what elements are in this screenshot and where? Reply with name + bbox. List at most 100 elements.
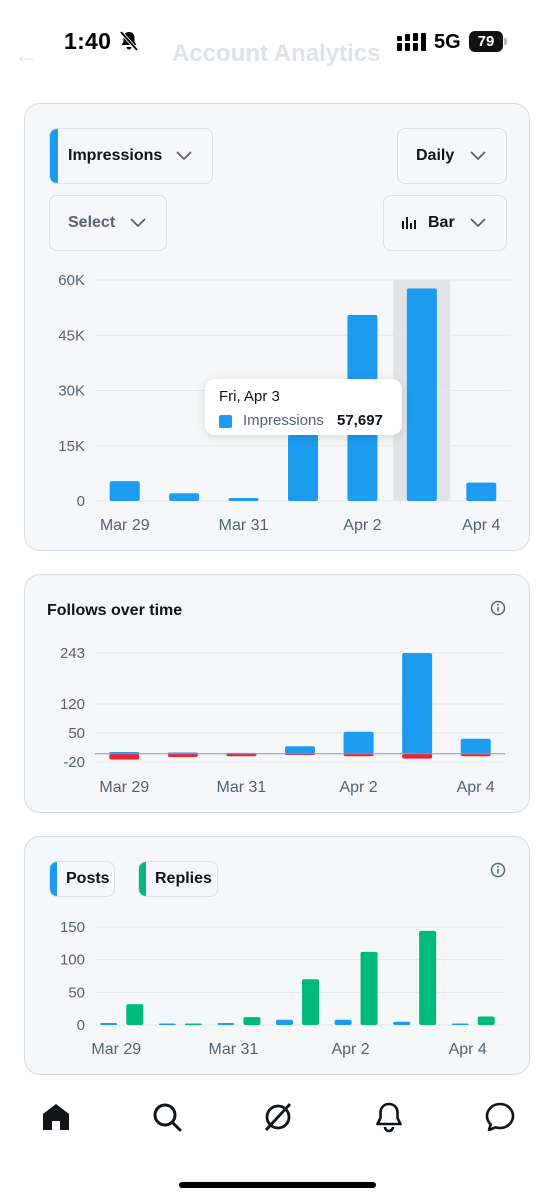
replies-bar [243, 1017, 261, 1025]
x-tick-label: Mar 29 [100, 517, 150, 534]
legend-swatch [50, 862, 57, 896]
info-icon[interactable] [490, 600, 506, 616]
posts-bar [393, 1021, 411, 1025]
period-dropdown-label: Daily [416, 147, 455, 164]
y-tick-label: -20 [63, 754, 85, 771]
posts-chart: 150 100 50 0 Mar 29 Mar 31 Apr 2 Apr 4 [60, 919, 505, 1058]
posts-bar [217, 1023, 235, 1025]
tooltip-swatch [219, 415, 232, 428]
battery-indicator: 79 [469, 31, 507, 52]
home-icon[interactable] [40, 1101, 72, 1133]
legend-posts[interactable]: Posts [49, 861, 115, 897]
bell-icon[interactable] [373, 1101, 405, 1133]
unfollows-bar [343, 753, 374, 757]
y-tick-label: 0 [77, 493, 85, 510]
y-tick-label: 50 [68, 725, 85, 742]
posts-card: Posts Replies 150 100 50 0 Mar 29 Mar 31 Apr 2… [24, 836, 530, 1075]
posts-bar [100, 1023, 118, 1025]
follows-card: Follows over time 243 120 50 -20 Mar 29 Mar 3… [24, 574, 530, 813]
y-tick-label: 45K [58, 327, 85, 344]
x-tick-label: Mar 31 [219, 517, 269, 534]
x-tick-label: Apr 4 [462, 517, 500, 534]
y-tick-label: 0 [77, 1017, 85, 1034]
legend-posts-label: Posts [66, 870, 110, 887]
y-tick-label: 15K [58, 438, 85, 455]
replies-bar [126, 1004, 144, 1025]
impressions-bar [406, 288, 437, 501]
status-bar: ← Account Analytics 1:40 5G 79 [0, 0, 554, 90]
follows-bar [285, 746, 315, 754]
battery-tip [504, 38, 507, 45]
signal-icon [397, 33, 426, 51]
tooltip-label: Impressions [243, 412, 324, 429]
x-tick-label: Mar 31 [217, 779, 267, 796]
follows-bar [343, 731, 374, 754]
posts-bar [158, 1023, 176, 1025]
legend-replies-label: Replies [155, 870, 212, 887]
bell-off-icon [119, 30, 139, 52]
impressions-bar [288, 434, 318, 501]
x-tick-label: Apr 2 [339, 779, 377, 796]
replies-bar [419, 930, 437, 1025]
impressions-bar [228, 498, 259, 501]
legend-swatch [139, 862, 146, 896]
bar-chart-icon [402, 217, 416, 229]
tooltip-value: 57,697 [337, 412, 383, 429]
unfollows-bar [167, 753, 198, 758]
compare-dropdown-label: Select [68, 214, 116, 231]
grok-icon[interactable] [262, 1101, 294, 1133]
x-tick-label: Apr 4 [449, 1041, 487, 1058]
home-indicator [179, 1182, 376, 1188]
metric-dropdown[interactable]: Impressions [49, 128, 213, 184]
y-tick-label: 120 [60, 696, 85, 713]
metric-accent [50, 129, 58, 183]
chart-type-dropdown[interactable]: Bar [383, 195, 507, 251]
impressions-card: Impressions Daily Select Bar 60K 45K 30K 15… [24, 103, 530, 551]
follows-title: Follows over time [47, 602, 183, 619]
battery-level: 79 [469, 31, 503, 52]
compare-dropdown[interactable]: Select [49, 195, 167, 251]
unfollows-bar [460, 753, 491, 757]
follows-bar [460, 738, 491, 754]
y-tick-label: 243 [60, 645, 85, 662]
posts-bar [451, 1023, 469, 1025]
posts-bar [334, 1019, 352, 1025]
posts-bar [276, 1019, 293, 1025]
legend-replies[interactable]: Replies [138, 861, 218, 897]
impressions-bar [169, 493, 200, 501]
y-tick-label: 50 [68, 984, 85, 1001]
messages-icon[interactable] [484, 1101, 516, 1133]
impressions-chart: 60K 45K 30K 15K 0 Mar 29 Mar 31 Apr 2 Apr 4 [58, 272, 511, 534]
y-tick-label: 60K [58, 272, 85, 289]
y-tick-label: 30K [58, 383, 85, 400]
chevron-down-icon [176, 151, 192, 161]
impressions-bar [466, 482, 497, 501]
x-tick-label: Mar 29 [91, 1041, 141, 1058]
x-tick-label: Mar 29 [99, 779, 149, 796]
x-tick-label: Mar 31 [209, 1041, 259, 1058]
unfollows-bar [109, 753, 140, 760]
follows-chart: 243 120 50 -20 Mar 29 Mar 31 Apr 2 Apr 4 [60, 645, 505, 796]
replies-bar [302, 979, 319, 1025]
period-dropdown[interactable]: Daily [397, 128, 507, 184]
x-tick-label: Apr 2 [331, 1041, 369, 1058]
x-tick-label: Apr 2 [343, 517, 381, 534]
info-icon[interactable] [490, 862, 506, 878]
impressions-bar [109, 481, 140, 501]
chevron-down-icon [470, 151, 486, 161]
chevron-down-icon [130, 218, 146, 228]
chevron-down-icon [470, 218, 486, 228]
search-icon[interactable] [151, 1101, 183, 1133]
unfollows-bar [226, 753, 257, 757]
y-tick-label: 150 [60, 919, 85, 936]
tooltip-date: Fri, Apr 3 [219, 388, 280, 405]
y-tick-label: 100 [60, 952, 85, 969]
metric-dropdown-label: Impressions [68, 147, 163, 164]
status-time: 1:40 [64, 28, 112, 54]
network-type: 5G [434, 31, 461, 53]
back-arrow-icon[interactable]: ← [14, 42, 38, 69]
unfollows-bar [402, 753, 433, 759]
x-tick-label: Apr 4 [457, 779, 495, 796]
replies-bar [477, 1016, 495, 1025]
chart-type-dropdown-label: Bar [428, 214, 455, 231]
